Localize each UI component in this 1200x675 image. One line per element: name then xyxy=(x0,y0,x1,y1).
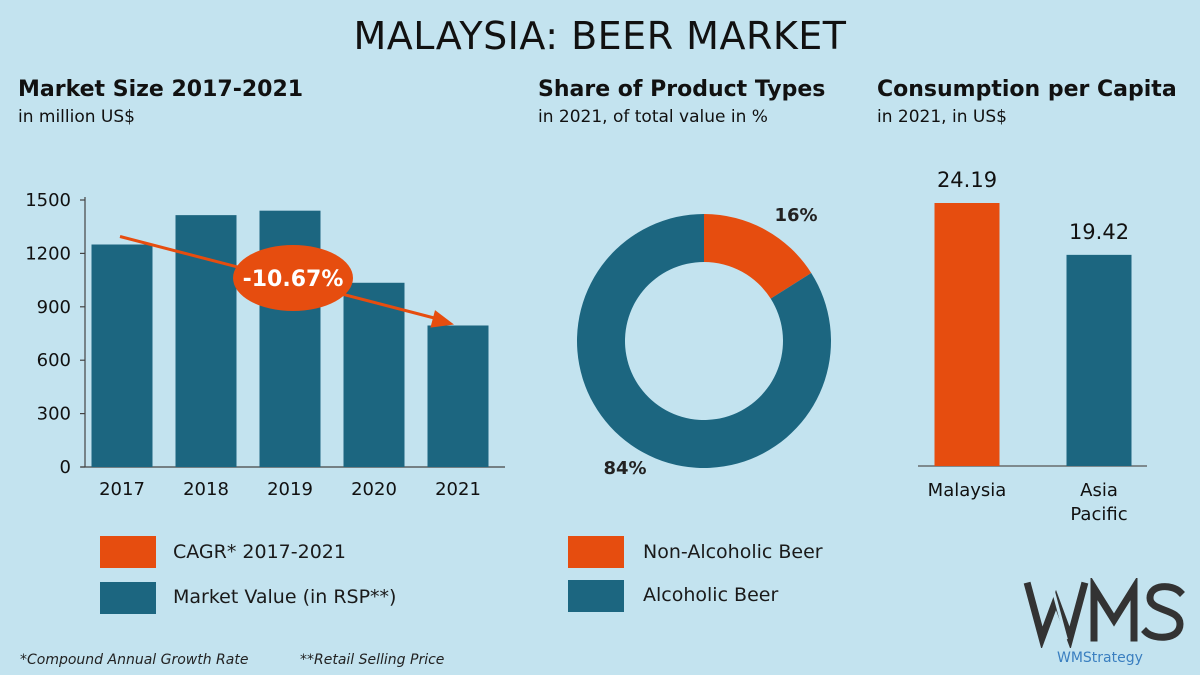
logo-text: WMStrategy xyxy=(1057,650,1143,666)
x-tick-label: 2021 xyxy=(435,479,481,500)
bar-2017 xyxy=(91,244,153,467)
capita-category-label: Asia xyxy=(1080,480,1118,501)
y-tick-label: 1500 xyxy=(25,190,71,211)
wms-logo xyxy=(1023,578,1185,648)
bar-2021 xyxy=(427,325,489,467)
capita-bar-1 xyxy=(1066,254,1132,466)
donut-slice-alcoholic xyxy=(577,214,831,468)
x-tick-label: 2017 xyxy=(99,479,145,500)
cagr-badge xyxy=(233,245,353,311)
legend-swatch-cagr xyxy=(100,536,156,568)
market-size-subtitle: in million US$ xyxy=(18,107,135,127)
capita-value-label: 24.19 xyxy=(937,168,997,192)
donut-label-alcoholic: 84% xyxy=(603,458,646,479)
x-tick-label: 2018 xyxy=(183,479,229,500)
legend-label-non-alcoholic: Non-Alcoholic Beer xyxy=(643,541,823,563)
cagr-label: -10.67% xyxy=(243,267,344,292)
y-tick-label: 0 xyxy=(60,457,71,478)
bar-2018 xyxy=(175,215,237,467)
legend-label-cagr: CAGR* 2017-2021 xyxy=(173,541,346,563)
donut-label-non-alcoholic: 16% xyxy=(774,205,817,226)
market-size-chart: 0 300 600 900 1200 1500 2017 2018 2019 2020 2021 -1… xyxy=(25,190,505,500)
footnote-cagr: *Compound Annual Growth Rate xyxy=(20,652,249,668)
share-subtitle: in 2021, of total value in % xyxy=(538,107,768,127)
y-tick-label: 600 xyxy=(37,350,71,371)
share-donut-chart: 16% 84% xyxy=(577,205,831,479)
per-capita-title: Consumption per Capita xyxy=(877,77,1177,102)
y-tick-label: 900 xyxy=(37,297,71,318)
bar-2020 xyxy=(343,282,405,467)
per-capita-chart: 24.19 19.42 Malaysia Asia Pacific xyxy=(918,168,1147,525)
x-tick-label: 2020 xyxy=(351,479,397,500)
legend-swatch-market-value xyxy=(100,582,156,614)
legend-swatch-alcoholic xyxy=(568,580,624,612)
per-capita-subtitle: in 2021, in US$ xyxy=(877,107,1007,127)
legend-label-market-value: Market Value (in RSP**) xyxy=(173,586,397,608)
y-tick-label: 300 xyxy=(37,404,71,425)
capita-value-label: 19.42 xyxy=(1069,220,1129,244)
capita-bar-0 xyxy=(934,203,1000,466)
page-title: MALAYSIA: BEER MARKET xyxy=(353,14,847,58)
x-tick-label: 2019 xyxy=(267,479,313,500)
market-size-title: Market Size 2017-2021 xyxy=(18,77,304,102)
capita-category-label: Malaysia xyxy=(928,480,1007,501)
legend-label-alcoholic: Alcoholic Beer xyxy=(643,584,779,606)
footnote-rsp: **Retail Selling Price xyxy=(300,652,445,668)
legend-swatch-non-alcoholic xyxy=(568,536,624,568)
share-title: Share of Product Types xyxy=(538,77,826,102)
cagr-arrow-head xyxy=(430,310,454,328)
capita-category-label: Pacific xyxy=(1070,504,1127,525)
y-tick-label: 1200 xyxy=(25,243,71,264)
donut-slice-non-alcoholic xyxy=(704,214,812,299)
